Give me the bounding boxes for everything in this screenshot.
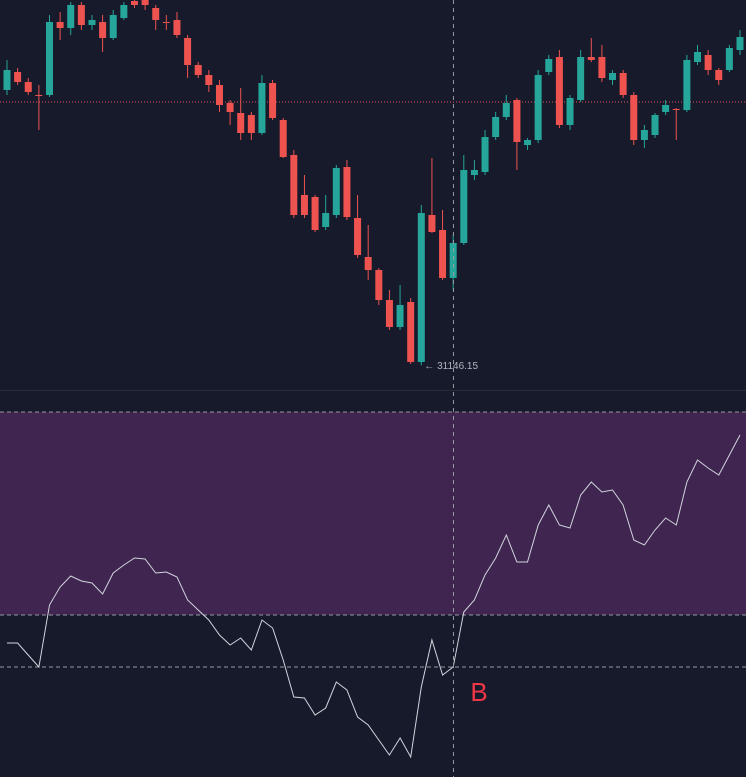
oscillator-line: [7, 434, 741, 759]
candle-body: [492, 117, 500, 137]
candle-body: [555, 57, 563, 125]
candle-body: [545, 59, 553, 72]
candle-body: [194, 65, 202, 75]
candle-body: [672, 109, 680, 110]
candle-body: [694, 52, 702, 62]
overbought-band: [0, 412, 746, 615]
candle-body: [364, 257, 372, 270]
candle-body: [279, 120, 287, 157]
candle-body: [109, 15, 117, 38]
candle-body: [460, 170, 468, 243]
candle-body: [3, 70, 11, 90]
candle-body: [407, 302, 415, 362]
candle-body: [141, 0, 149, 5]
candle-body: [184, 38, 192, 65]
candle-body: [449, 243, 457, 278]
signal-label: B: [470, 677, 487, 707]
candle-body: [598, 57, 606, 78]
candle-body: [24, 82, 32, 92]
candle-body: [566, 98, 574, 125]
candle-body: [524, 140, 532, 145]
candle-body: [99, 22, 107, 38]
candle-body: [534, 75, 542, 140]
candle-body: [736, 37, 744, 50]
candle-body: [300, 195, 308, 215]
candle-body: [662, 105, 670, 112]
candle-body: [226, 103, 234, 112]
candle-body: [269, 83, 277, 118]
candle-body: [35, 95, 43, 96]
candle-body: [162, 22, 170, 23]
candle-body: [152, 8, 160, 20]
candle-body: [470, 170, 478, 175]
candle-body: [417, 213, 425, 362]
candle-body: [630, 95, 638, 140]
candle-body: [247, 115, 255, 133]
candle-body: [45, 22, 53, 95]
candle-body: [77, 5, 85, 25]
candle-body: [215, 85, 223, 105]
candle-body: [290, 155, 298, 215]
candle-body: [715, 70, 723, 80]
candle-body: [481, 137, 489, 172]
candle-body: [14, 72, 22, 82]
candle-body: [130, 1, 138, 5]
candle-body: [205, 75, 213, 85]
candle-body: [577, 57, 585, 100]
candle-body: [173, 20, 181, 35]
candle-body: [396, 305, 404, 327]
candle-body: [640, 130, 648, 140]
candle-body: [385, 300, 393, 327]
candle-body: [502, 103, 510, 117]
candle-body: [88, 20, 96, 25]
candle-body: [375, 270, 383, 300]
candle-body: [354, 218, 362, 255]
candle-body: [343, 167, 351, 217]
candle-body: [67, 5, 75, 28]
low-label: ← 31146.15: [424, 361, 478, 372]
candle-body: [428, 215, 436, 232]
candle-body: [332, 168, 340, 215]
candle-body: [311, 197, 319, 230]
candle-body: [683, 60, 691, 110]
candle-body: [587, 57, 595, 60]
candle-body: [258, 83, 266, 133]
candle-body: [322, 213, 330, 227]
candle-body: [513, 100, 521, 142]
candle-body: [619, 73, 627, 95]
candle-body: [439, 230, 447, 278]
candle-body: [651, 115, 659, 135]
candle-body: [237, 113, 245, 133]
candle-body: [704, 55, 712, 70]
candle-body: [56, 22, 64, 28]
candle-body: [120, 5, 128, 18]
candle-body: [609, 73, 617, 80]
candle-body: [725, 48, 733, 70]
